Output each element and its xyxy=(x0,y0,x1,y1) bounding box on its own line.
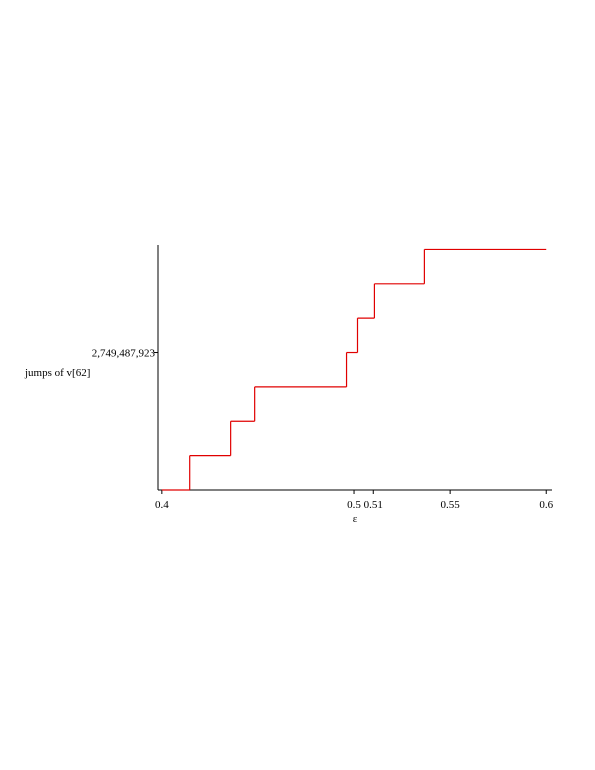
x-tick-label: 0.5 xyxy=(347,499,361,511)
y-axis-label: jumps of v[62] xyxy=(24,367,90,379)
y-tick-label: 2,749,487,923 xyxy=(92,348,156,360)
x-tick-label: 0.6 xyxy=(539,499,553,511)
x-tick-label: 0.51 xyxy=(364,499,383,511)
x-tick-label: 0.55 xyxy=(441,499,461,511)
x-axis-label: ε xyxy=(353,513,358,525)
x-tick-label: 0.4 xyxy=(155,499,169,511)
